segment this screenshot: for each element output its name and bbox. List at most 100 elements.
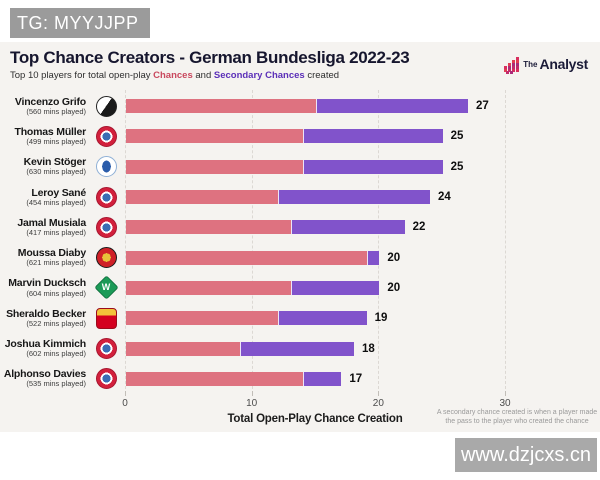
watermark-website: www.dzjcxs.cn (455, 438, 597, 472)
player-label: Jamal Musiala (417 mins played) (0, 216, 86, 237)
bar-track: 20 (126, 250, 600, 265)
chart-card: Top Chance Creators - German Bundesliga … (0, 42, 600, 432)
gridline-20 (378, 90, 380, 394)
player-label: Joshua Kimmich (602 mins played) (0, 339, 86, 358)
leverkusen-badge-icon (95, 247, 117, 269)
footnote-line1: A secondary chance created is when a pla… (436, 409, 598, 416)
team-badge-slot (86, 247, 126, 269)
chances-bar-segment (126, 311, 278, 326)
player-name: Alphonso Davies (3, 368, 86, 381)
team-badge-slot: W (86, 275, 126, 301)
secondary-chances-bar-segment (278, 311, 367, 326)
secondary-chances-bar-segment (303, 129, 443, 144)
total-value-label: 22 (412, 221, 426, 234)
secondary-chances-bar-segment (303, 371, 342, 386)
bayern-badge-icon (95, 186, 117, 208)
player-row: Jamal Musiala (417 mins played) 22 (0, 212, 600, 242)
chances-bar-segment (126, 190, 278, 205)
player-name: Moussa Diaby (17, 247, 86, 260)
player-row: Thomas Müller (499 mins played) 25 (0, 121, 600, 151)
player-minutes: (454 mins played) (26, 197, 86, 207)
secondary-chances-bar-segment (366, 250, 380, 265)
total-value-label: 24 (438, 191, 451, 204)
player-label: Kevin Stöger (630 mins played) (0, 157, 87, 177)
player-label: Marvin Ducksch (604 mins played) (0, 278, 86, 297)
bar-track: 22 (126, 220, 600, 235)
gridline-0 (125, 90, 126, 394)
total-value-label: 17 (349, 372, 363, 385)
bar-track: 18 (126, 341, 600, 356)
player-label: Alphonso Davies (535 mins played) (0, 369, 86, 388)
total-value-label: 25 (450, 130, 464, 143)
chances-bar-segment (126, 341, 240, 356)
bar-track: 27 (126, 99, 600, 114)
bochum-badge-icon (95, 156, 117, 178)
brand-the: The (523, 59, 538, 69)
player-label: Sheraldo Becker (522 mins played) (0, 308, 86, 328)
team-badge-slot (86, 338, 126, 360)
secondary-chances-bar-segment (278, 190, 430, 205)
bar-rows: Vincenzo Grifo (560 mins played) 27 Thomas … (0, 91, 600, 394)
player-row: Vincenzo Grifo (560 mins played) 27 (0, 91, 600, 121)
watermark-telegram: TG: MYYJJPP (10, 8, 150, 38)
brand-analyst: Analyst (539, 56, 589, 72)
bremen-badge-icon: W (93, 275, 119, 301)
player-name: Thomas Müller (14, 126, 87, 138)
player-minutes: (630 mins played) (26, 167, 86, 177)
tick-label-0: 0 (122, 398, 128, 409)
bayern-badge-icon (95, 125, 117, 147)
player-minutes: (522 mins played) (26, 318, 86, 328)
player-label: Leroy Sané (454 mins played) (0, 187, 86, 207)
player-name: Vincenzo Grifo (14, 95, 86, 108)
player-row: Alphonso Davies (535 mins played) 17 (0, 364, 600, 394)
subtitle-and: and (192, 70, 214, 81)
bayern-badge-icon (95, 368, 117, 390)
player-row: Kevin Stöger (630 mins played) 25 (0, 152, 600, 182)
player-minutes: (560 mins played) (26, 106, 86, 116)
player-minutes: (602 mins played) (26, 349, 86, 359)
tick-30 (505, 391, 506, 396)
player-name: Joshua Kimmich (4, 338, 86, 351)
chances-bar-segment (126, 129, 304, 144)
secondary-chances-bar-segment (303, 159, 443, 174)
team-badge-slot (86, 95, 126, 117)
total-value-label: 20 (387, 281, 401, 294)
team-badge-slot (86, 216, 126, 238)
team-badge-slot (86, 125, 126, 147)
gridline-30 (505, 90, 506, 394)
chances-bar-segment (126, 371, 304, 386)
bar-track: 25 (126, 159, 600, 174)
total-value-label: 20 (387, 251, 401, 264)
player-row: Marvin Ducksch (604 mins played) W 20 (0, 273, 600, 303)
player-minutes: (621 mins played) (26, 258, 86, 268)
chances-bar-segment (126, 280, 291, 295)
player-row: Leroy Sané (454 mins played) 24 (0, 182, 600, 212)
subtitle-prefix: Top 10 players for total open-play (10, 70, 154, 81)
player-row: Moussa Diaby (621 mins played) 20 (0, 242, 600, 272)
chances-bar-segment (126, 220, 291, 235)
secondary-chances-bar-segment (316, 99, 468, 114)
player-label: Thomas Müller (499 mins played) (0, 126, 87, 147)
freiburg-badge-icon (95, 95, 117, 117)
bremen-w: W (101, 282, 111, 293)
union-badge-icon (95, 307, 117, 329)
total-value-label: 27 (476, 100, 489, 113)
player-minutes: (499 mins played) (26, 137, 86, 147)
tick-10 (251, 391, 253, 396)
secondary-chances-bar-segment (290, 280, 380, 295)
player-name: Jamal Musiala (17, 216, 86, 229)
total-value-label: 25 (450, 160, 464, 173)
player-name: Marvin Ducksch (8, 277, 86, 290)
player-label: Vincenzo Grifo (560 mins played) (0, 95, 86, 116)
secondary-chances-bar-segment (240, 341, 354, 356)
bayern-badge-icon (95, 216, 117, 238)
chart-subtitle: Top 10 players for total open-play Chanc… (10, 70, 339, 81)
chart-title: Top Chance Creators - German Bundesliga … (10, 48, 410, 67)
bar-track: 24 (126, 190, 600, 205)
bayern-badge-icon (95, 338, 117, 360)
team-badge-slot (86, 368, 126, 390)
player-minutes: (417 mins played) (26, 227, 86, 237)
bar-track: 19 (126, 311, 600, 326)
footnote: A secondary chance created is when a pla… (436, 409, 598, 426)
footnote-line2: the pass to the player who created the c… (445, 417, 589, 425)
